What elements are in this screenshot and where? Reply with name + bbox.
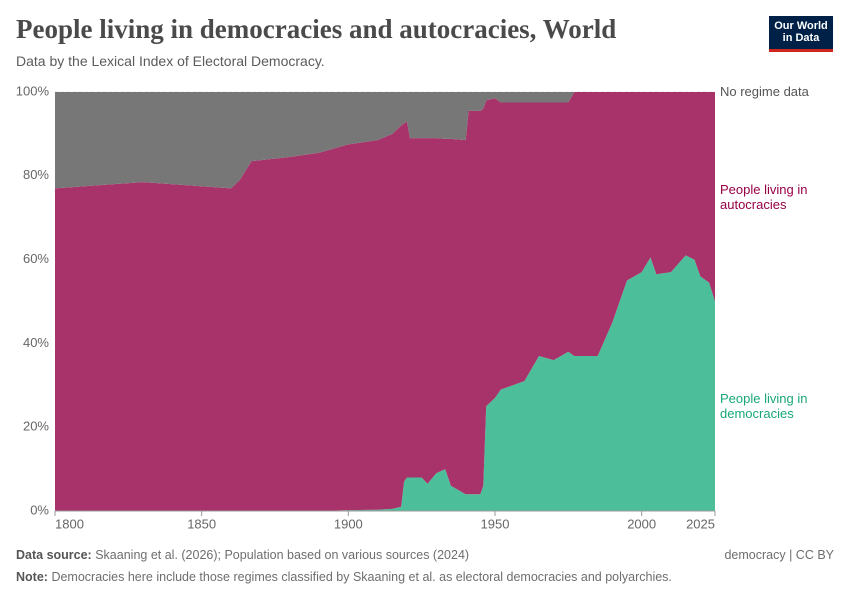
x-tick-label: 1900 <box>334 516 363 531</box>
series-label: People living in democracies <box>720 391 808 422</box>
series-label: People living in autocracies <box>720 181 808 212</box>
x-tick-label: 2000 <box>627 516 656 531</box>
note-line: Note: Democracies here include those reg… <box>16 570 672 584</box>
x-tick-label: 2025 <box>686 516 715 531</box>
subtitle: Data by the Lexical Index of Electoral D… <box>16 53 325 69</box>
title: People living in democracies and autocra… <box>16 14 617 44</box>
y-tick-label: 60% <box>23 251 49 266</box>
note: Democracies here include those regimes c… <box>51 570 672 584</box>
license[interactable]: democracy | CC BY <box>724 548 834 562</box>
series-label: No regime data <box>720 84 809 99</box>
source-label: Data source: <box>16 548 92 562</box>
x-tick-label: 1950 <box>481 516 510 531</box>
x-tick-label: 1800 <box>55 516 84 531</box>
source: Skaaning et al. (2026); Population based… <box>95 548 470 562</box>
y-tick-label: 0% <box>30 502 49 517</box>
y-tick-label: 20% <box>23 419 49 434</box>
source-line: Data source: Skaaning et al. (2026); Pop… <box>16 548 469 562</box>
area <box>55 92 715 189</box>
y-tick-label: 100% <box>16 83 50 98</box>
x-tick-label: 1850 <box>187 516 216 531</box>
y-tick-label: 40% <box>23 335 49 350</box>
area <box>55 92 715 511</box>
logo[interactable]: Our World in Data <box>769 16 833 52</box>
note-label: Note: <box>16 570 48 584</box>
y-tick-label: 80% <box>23 167 49 182</box>
area <box>55 255 715 511</box>
